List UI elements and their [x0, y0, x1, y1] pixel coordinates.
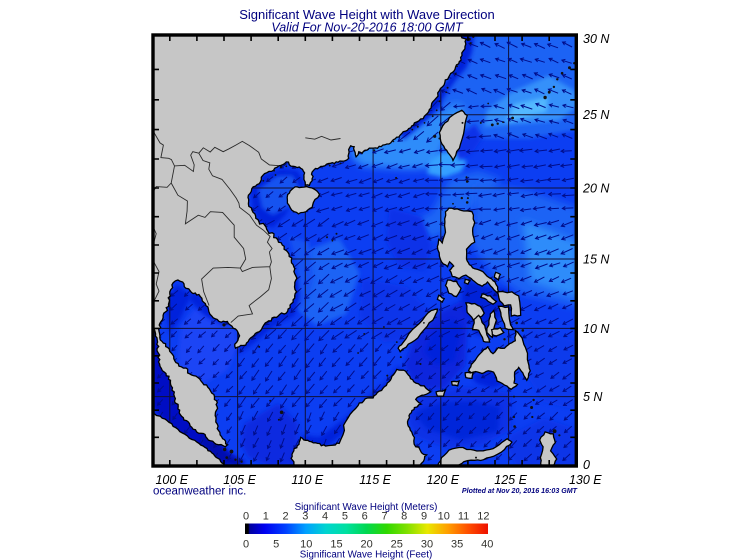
svg-text:105 E: 105 E — [223, 473, 256, 487]
svg-text:Significant Wave Height (Feet): Significant Wave Height (Feet) — [300, 550, 433, 560]
svg-text:20 N: 20 N — [582, 182, 610, 196]
svg-text:oceanweather inc.: oceanweather inc. — [153, 486, 246, 498]
svg-text:7: 7 — [381, 511, 387, 523]
svg-text:6: 6 — [362, 511, 368, 523]
svg-text:30 N: 30 N — [583, 32, 610, 46]
svg-text:11: 11 — [458, 511, 469, 523]
svg-text:0: 0 — [583, 458, 590, 472]
svg-text:40: 40 — [481, 539, 493, 551]
svg-text:Plotted at Nov 20, 2016 16:03: Plotted at Nov 20, 2016 16:03 GMT — [462, 487, 578, 495]
svg-text:5: 5 — [273, 539, 279, 551]
svg-text:8: 8 — [401, 511, 407, 523]
svg-text:25 N: 25 N — [582, 108, 610, 122]
svg-text:5 N: 5 N — [583, 390, 603, 404]
svg-text:35: 35 — [451, 539, 463, 551]
svg-text:10: 10 — [300, 539, 312, 551]
svg-text:Significant Wave Height with W: Significant Wave Height with Wave Direct… — [239, 7, 495, 22]
svg-text:0: 0 — [243, 539, 249, 551]
svg-text:5: 5 — [342, 511, 348, 523]
svg-text:125 E: 125 E — [494, 473, 527, 487]
svg-text:110 E: 110 E — [291, 473, 323, 487]
svg-text:25: 25 — [391, 539, 403, 551]
svg-text:1: 1 — [263, 511, 269, 523]
svg-text:2: 2 — [283, 511, 289, 523]
svg-text:9: 9 — [421, 511, 427, 523]
svg-text:100 E: 100 E — [155, 473, 188, 487]
svg-text:15 N: 15 N — [583, 253, 610, 267]
svg-text:Significant Wave Height (Meter: Significant Wave Height (Meters) — [295, 502, 438, 513]
svg-text:4: 4 — [322, 511, 328, 523]
svg-text:120 E: 120 E — [426, 473, 459, 487]
svg-text:0: 0 — [243, 511, 249, 523]
svg-text:10: 10 — [438, 511, 450, 523]
svg-text:30: 30 — [421, 539, 433, 551]
svg-text:20: 20 — [360, 539, 372, 551]
svg-text:10 N: 10 N — [583, 322, 610, 336]
svg-text:12: 12 — [477, 511, 489, 523]
svg-text:130 E: 130 E — [569, 473, 602, 487]
svg-text:3: 3 — [302, 511, 308, 523]
svg-text:15: 15 — [330, 539, 342, 551]
svg-text:Valid For Nov-20-2016 18:00 GM: Valid For Nov-20-2016 18:00 GMT — [271, 21, 464, 35]
svg-text:115 E: 115 E — [359, 473, 391, 487]
